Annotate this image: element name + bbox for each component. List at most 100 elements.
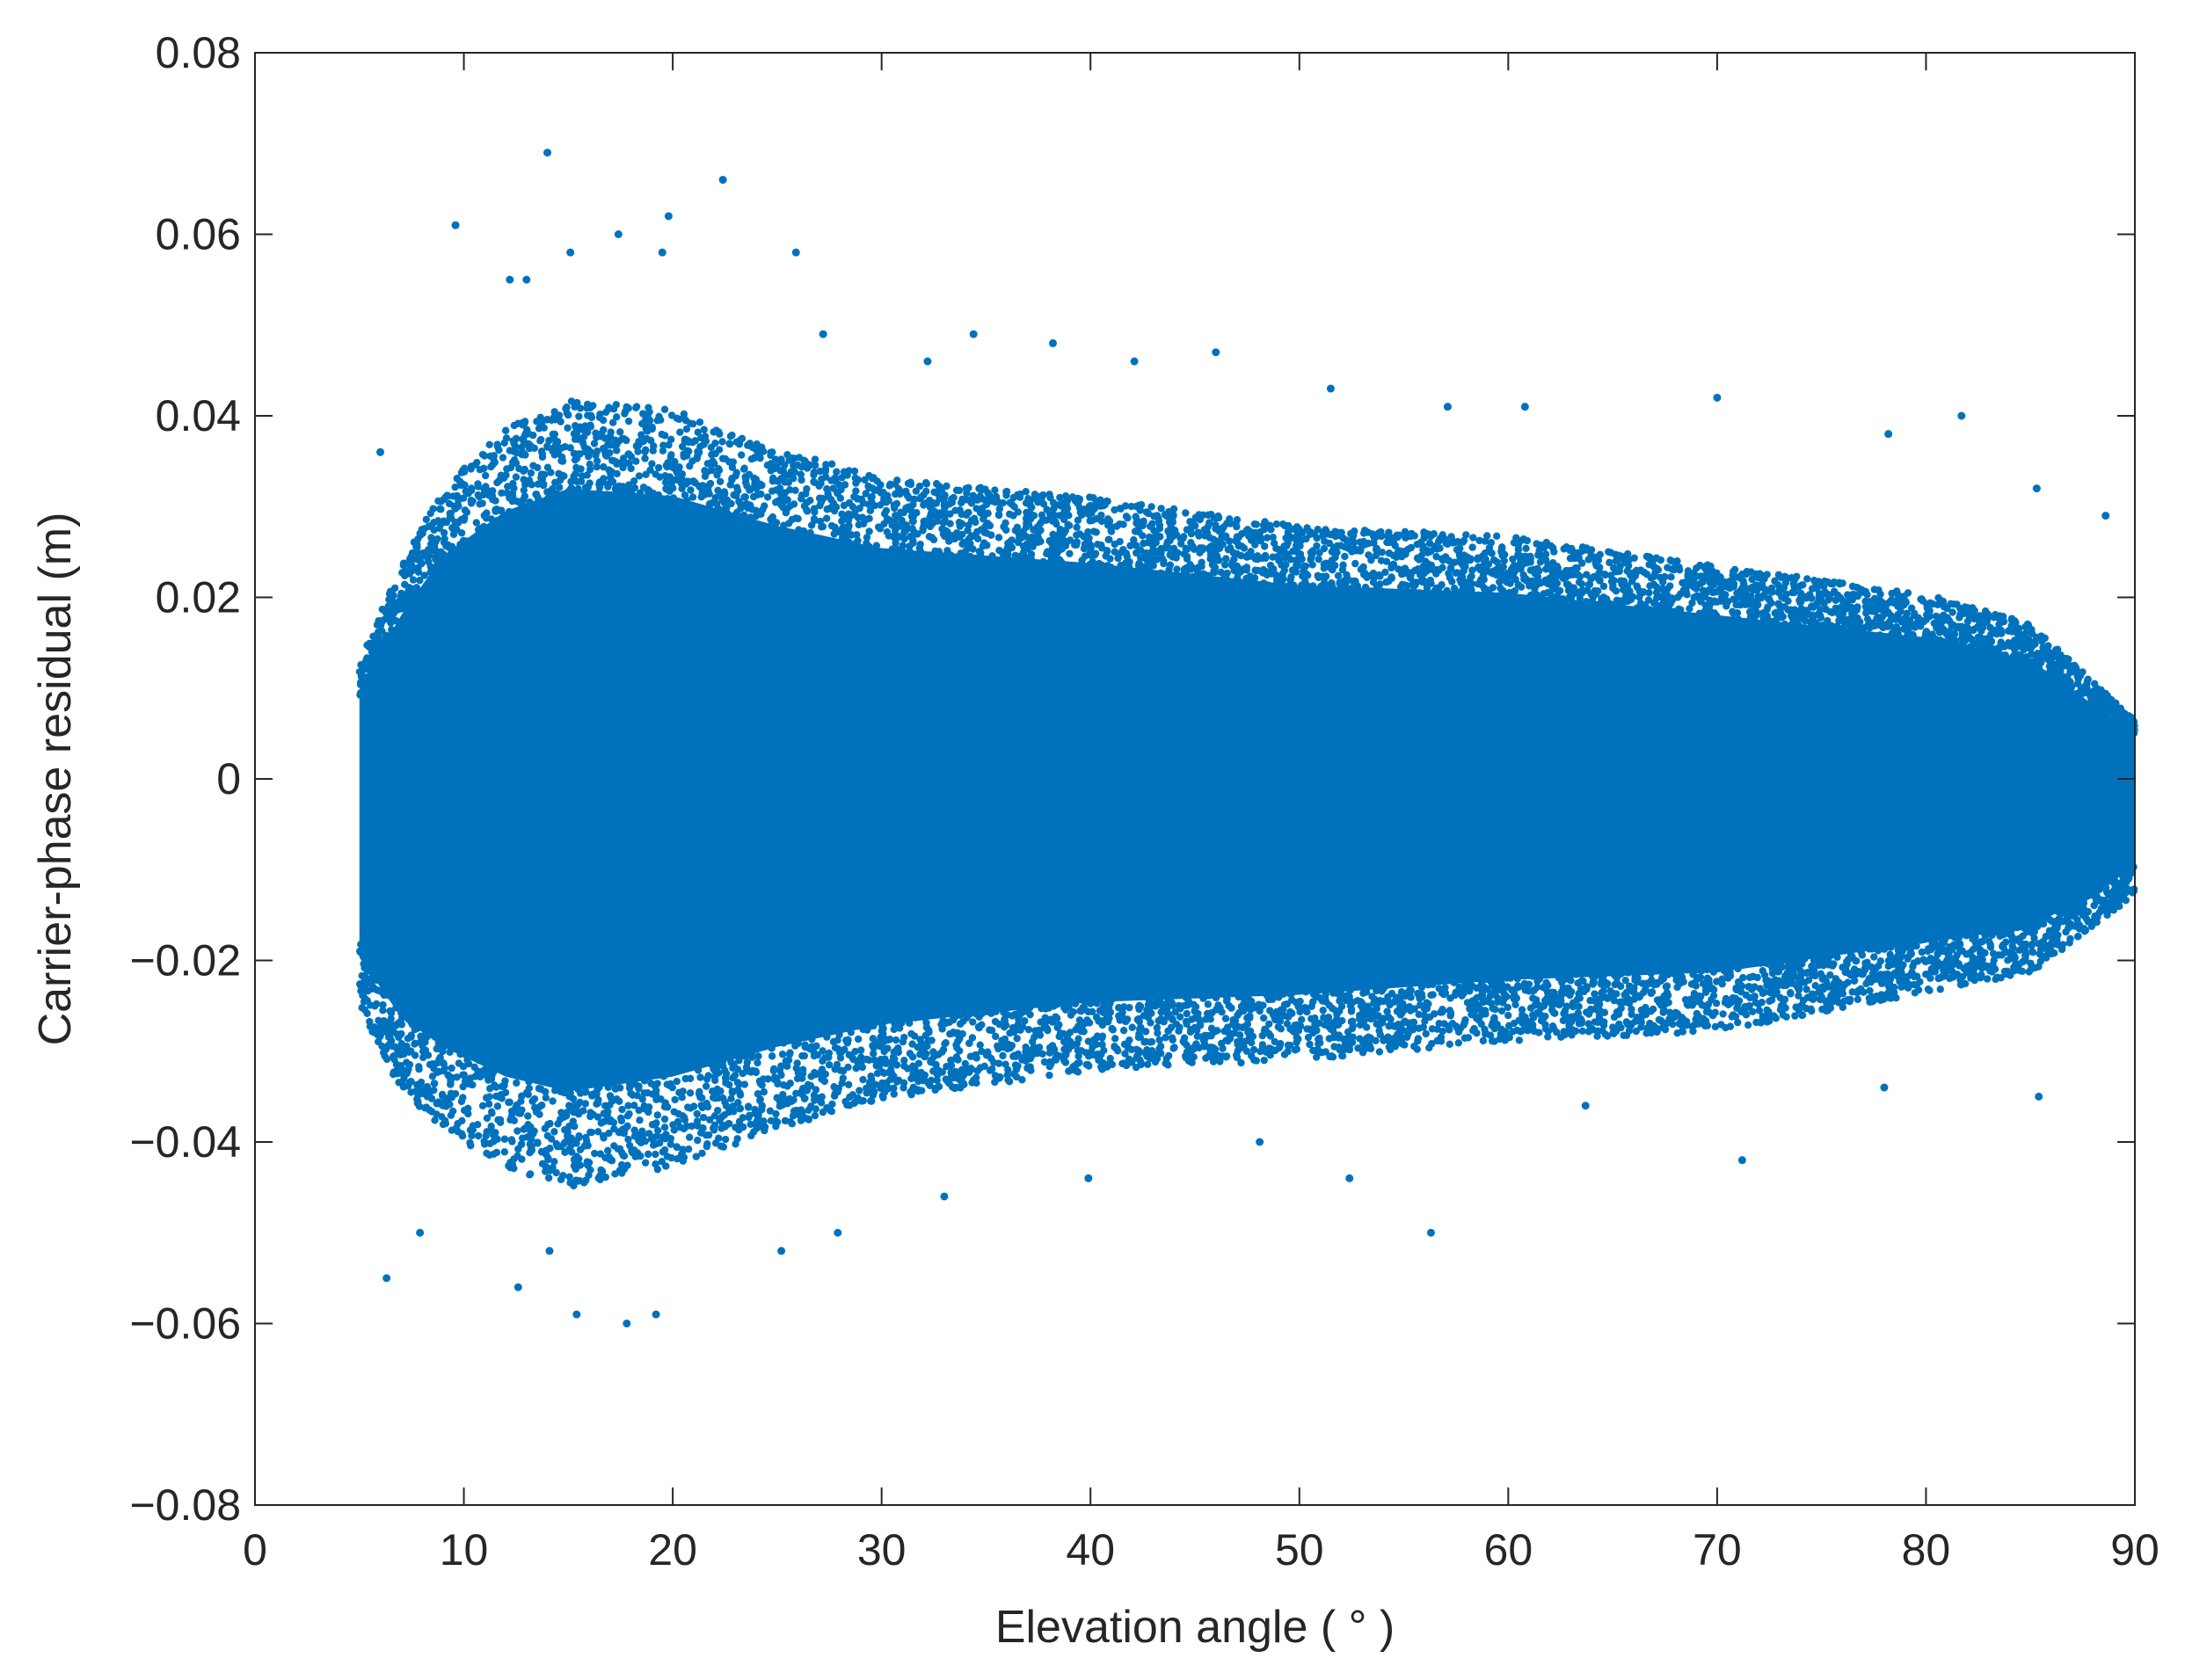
scatter-point	[666, 1067, 674, 1075]
scatter-point	[542, 1094, 550, 1102]
scatter-point	[1153, 556, 1161, 564]
scatter-point	[1718, 623, 1726, 632]
scatter-point	[1657, 556, 1665, 564]
scatter-point	[760, 1087, 768, 1096]
scatter-point	[785, 1030, 793, 1039]
scatter-point	[1432, 552, 1440, 561]
scatter-point	[476, 1050, 484, 1058]
scatter-point	[469, 1040, 477, 1048]
scatter-point	[488, 1109, 496, 1117]
scatter-point	[537, 1147, 546, 1156]
scatter-point	[886, 1065, 895, 1073]
scatter-point	[914, 1059, 923, 1067]
scatter-point	[1135, 1029, 1143, 1038]
scatter-point	[801, 1041, 809, 1049]
scatter-point	[568, 1064, 576, 1072]
scatter-point	[1334, 980, 1342, 988]
scatter-point	[1012, 1073, 1021, 1081]
scatter-point	[632, 403, 641, 411]
scatter-point	[550, 1158, 558, 1166]
scatter-point	[891, 1008, 899, 1017]
scatter-point	[865, 527, 873, 535]
scatter-point	[581, 1100, 590, 1108]
scatter-point	[807, 1073, 815, 1080]
scatter-point	[783, 531, 792, 539]
scatter-point	[1479, 1036, 1488, 1045]
scatter-point	[673, 1077, 681, 1086]
scatter-point	[2040, 674, 2049, 682]
scatter-point	[1074, 516, 1082, 524]
scatter-point	[806, 1081, 815, 1090]
scatter-point	[2082, 914, 2091, 923]
scatter-point	[1018, 1076, 1026, 1084]
scatter-point	[1155, 521, 1164, 529]
scatter-point	[1600, 1018, 1608, 1026]
scatter-point	[2073, 680, 2082, 687]
scatter-point	[1078, 985, 1087, 993]
scatter-point	[1580, 987, 1588, 996]
scatter-point	[1068, 998, 1077, 1007]
scatter-point	[1722, 617, 1730, 626]
scatter-point	[1528, 972, 1537, 980]
scatter-point	[958, 520, 966, 528]
scatter-point	[512, 1056, 521, 1064]
scatter-point	[1784, 943, 1792, 951]
scatter-point	[916, 563, 924, 571]
scatter-points	[355, 149, 2138, 1327]
scatter-point	[604, 404, 613, 413]
scatter-point	[1258, 1041, 1267, 1049]
scatter-point	[900, 1057, 908, 1065]
scatter-point	[760, 540, 768, 548]
scatter-point	[1861, 630, 1869, 639]
scatter-point	[1060, 1003, 1068, 1012]
scatter-point	[1489, 1004, 1497, 1013]
scatter-point	[961, 1059, 969, 1068]
scatter-point	[1667, 573, 1675, 581]
scatter-point	[862, 490, 870, 498]
scatter-point	[638, 1095, 646, 1103]
scatter-point	[634, 447, 642, 455]
scatter-point	[505, 507, 513, 516]
scatter-point	[1005, 1078, 1014, 1086]
scatter-point	[887, 1000, 895, 1008]
scatter-point	[698, 1149, 706, 1158]
scatter-point	[1016, 493, 1024, 501]
scatter-point	[1597, 994, 1606, 1002]
scatter-point	[1744, 1021, 1752, 1029]
scatter-point	[1044, 1026, 1052, 1035]
scatter-point	[1548, 543, 1557, 552]
scatter-point	[1182, 509, 1190, 517]
scatter-point	[1731, 1013, 1740, 1021]
scatter-point	[915, 482, 924, 491]
scatter-point	[754, 1058, 761, 1067]
scatter-point	[907, 480, 915, 489]
scatter-point	[1227, 1004, 1235, 1012]
scatter-point	[798, 476, 805, 484]
scatter-point	[1086, 1000, 1095, 1007]
scatter-point	[633, 1091, 641, 1100]
scatter-point	[422, 515, 430, 524]
scatter-point	[1160, 980, 1169, 988]
scatter-point	[1383, 981, 1391, 990]
scatter-point	[1407, 543, 1416, 552]
scatter-point	[1963, 652, 1970, 660]
scatter-point	[1803, 575, 1811, 583]
scatter-point	[1382, 971, 1391, 980]
scatter-point	[991, 486, 999, 494]
scatter-point	[1027, 550, 1036, 558]
scatter-point	[535, 1110, 543, 1118]
scatter-point	[1665, 1008, 1674, 1016]
scatter-point	[641, 455, 649, 462]
scatter-point	[1251, 975, 1259, 983]
scatter-point	[1900, 625, 1909, 633]
scatter-point	[1850, 629, 1859, 638]
scatter-point	[507, 516, 515, 524]
scatter-point	[660, 405, 669, 413]
scatter-point	[784, 541, 792, 549]
scatter-point	[736, 1091, 745, 1099]
scatter-point	[595, 488, 603, 497]
scatter-point	[505, 1098, 513, 1107]
scatter-point	[1098, 1041, 1106, 1049]
scatter-point	[1022, 488, 1030, 496]
scatter-point	[683, 452, 691, 460]
